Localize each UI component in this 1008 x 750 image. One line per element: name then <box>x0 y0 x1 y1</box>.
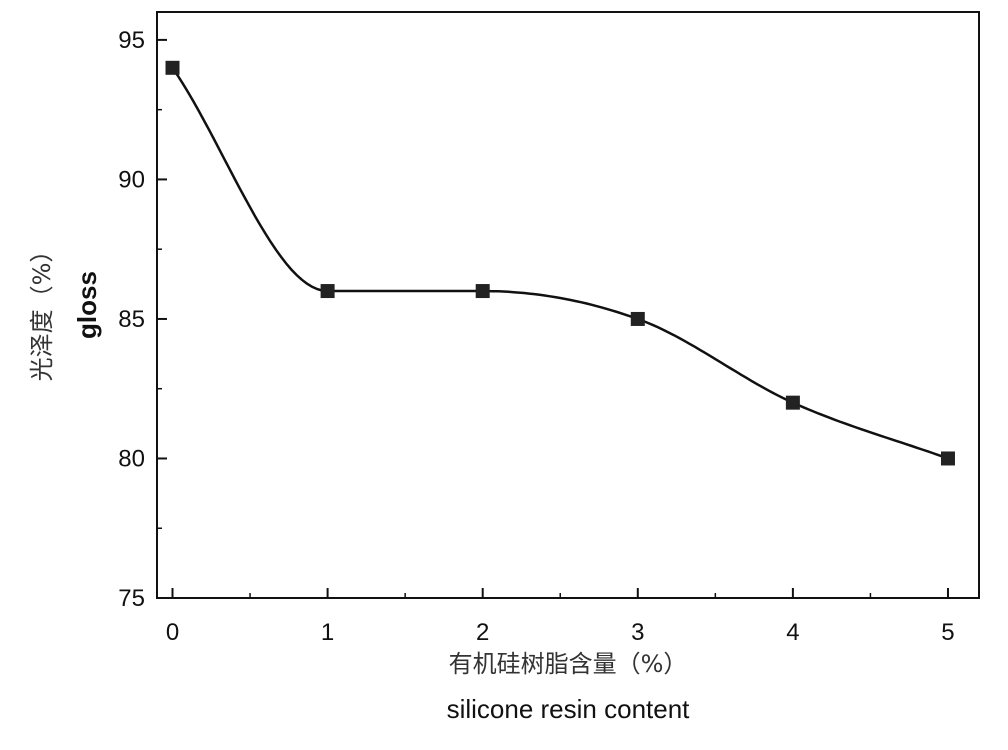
plot-frame <box>156 11 980 599</box>
x-axis-ticks: 0 1 2 3 4 5 <box>166 588 955 646</box>
y-axis-title-cn: 光泽度（%） <box>28 239 56 382</box>
y-tick-label-90: 90 <box>118 166 145 193</box>
y-tick-label-85: 85 <box>118 306 145 333</box>
data-point-1 <box>320 284 335 299</box>
y-tick-label-75: 75 <box>118 585 145 612</box>
x-tick-label-0: 0 <box>166 619 179 646</box>
y-tick-label-80: 80 <box>118 445 145 472</box>
fitted-curve <box>171 67 949 460</box>
data-point-5 <box>940 451 955 466</box>
x-tick-label-5: 5 <box>941 619 954 646</box>
data-point-3 <box>630 311 645 326</box>
x-tick-label-3: 3 <box>631 619 644 646</box>
x-tick-label-4: 4 <box>786 619 799 646</box>
x-tick-label-2: 2 <box>476 619 489 646</box>
y-tick-label-95: 95 <box>118 27 145 54</box>
x-axis-title-cn: 有机硅树脂含量（%） <box>449 650 688 678</box>
y-axis-ticks: 75 80 85 90 95 <box>118 27 167 612</box>
data-point-2 <box>475 284 490 299</box>
x-tick-label-1: 1 <box>321 619 334 646</box>
x-axis-title: silicone resin content <box>447 694 691 724</box>
y-axis-title: gloss <box>72 271 102 339</box>
data-point-4 <box>785 395 800 410</box>
data-point-0 <box>165 60 180 75</box>
data-markers <box>165 60 955 466</box>
